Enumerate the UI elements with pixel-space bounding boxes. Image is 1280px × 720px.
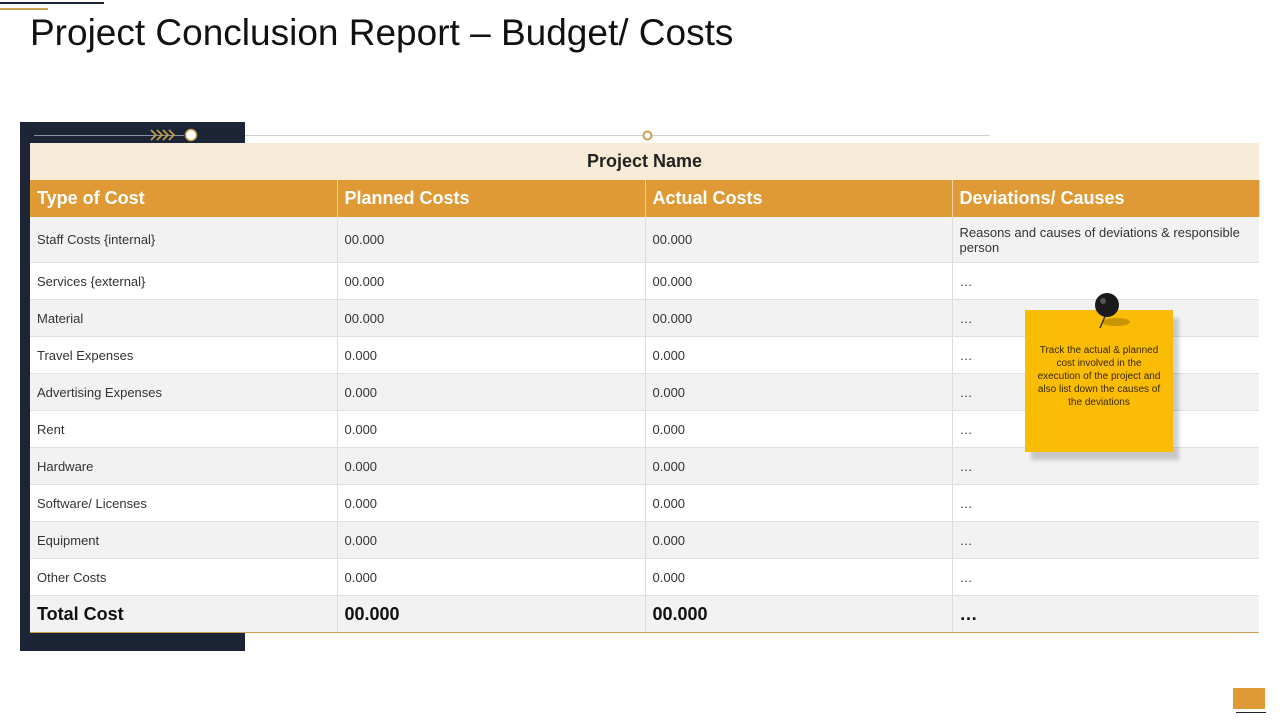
table-cell: 0.000 bbox=[645, 484, 953, 522]
table-cell: 0.000 bbox=[645, 447, 953, 485]
table-cell: 0.000 bbox=[645, 336, 953, 374]
table-cell: Rent bbox=[30, 410, 338, 448]
caption-cell: Project Name bbox=[30, 143, 1259, 180]
table-cell: 0.000 bbox=[337, 558, 646, 596]
table-cell: 0.000 bbox=[337, 373, 646, 411]
table-row: Software/ Licenses 0.000 0.000… bbox=[30, 484, 1259, 522]
table-cell: Travel Expenses bbox=[30, 336, 338, 374]
table-cell: Staff Costs {internal} bbox=[30, 217, 338, 263]
header-cell: Deviations/ Causes bbox=[952, 180, 1260, 217]
table-cell: Other Costs bbox=[30, 558, 338, 596]
table-cell: 00.000 bbox=[337, 217, 646, 263]
top-rule bbox=[0, 2, 104, 4]
table-cell: … bbox=[952, 558, 1259, 596]
panel-line bbox=[34, 135, 184, 136]
table-cell: 0.000 bbox=[645, 558, 953, 596]
table-cell: … bbox=[952, 521, 1259, 559]
corner-block bbox=[1233, 688, 1265, 709]
note-text: Track the actual & planned cost involved… bbox=[1037, 345, 1161, 408]
header-cell: Actual Costs bbox=[645, 180, 953, 217]
table-row: Other Costs 0.000 0.000… bbox=[30, 558, 1259, 596]
total-cell: 00.000 bbox=[645, 595, 953, 633]
table-row: Services {external} 00.000 00.000… bbox=[30, 262, 1259, 300]
deco-line bbox=[245, 135, 990, 136]
table-cell: 0.000 bbox=[645, 521, 953, 559]
table-cell: 00.000 bbox=[645, 299, 953, 337]
sticky-note: Track the actual & planned cost involved… bbox=[1025, 310, 1173, 452]
table-cell: Reasons and causes of deviations & respo… bbox=[952, 217, 1259, 263]
total-cell: … bbox=[952, 595, 1259, 633]
total-cell: 00.000 bbox=[337, 595, 646, 633]
table-cell: 00.000 bbox=[337, 262, 646, 300]
table-cell: 0.000 bbox=[337, 521, 646, 559]
table-cell: Material bbox=[30, 299, 338, 337]
chevrons bbox=[150, 128, 198, 142]
table-row: Equipment 0.000 0.000… bbox=[30, 521, 1259, 559]
table-cell: 00.000 bbox=[337, 299, 646, 337]
table-cell: Equipment bbox=[30, 521, 338, 559]
header-cell: Type of Cost bbox=[30, 180, 338, 217]
header-cell: Planned Costs bbox=[337, 180, 646, 217]
total-row: Total Cost 00.000 00.000… bbox=[30, 595, 1259, 633]
table-cell: 00.000 bbox=[645, 217, 953, 263]
total-cell: Total Cost bbox=[30, 595, 338, 633]
table-cell: … bbox=[952, 447, 1259, 485]
table-cell: 0.000 bbox=[337, 484, 646, 522]
table-cell: 00.000 bbox=[645, 262, 953, 300]
corner-rule bbox=[1236, 712, 1266, 713]
table-cell: 0.000 bbox=[645, 373, 953, 411]
table-cell: Software/ Licenses bbox=[30, 484, 338, 522]
table-cell: 0.000 bbox=[645, 410, 953, 448]
table-cell: Advertising Expenses bbox=[30, 373, 338, 411]
table-cell: … bbox=[952, 484, 1259, 522]
table-row: Staff Costs {internal} 00.000 00.000 Reason… bbox=[30, 217, 1259, 263]
caption-row: Project Name bbox=[30, 143, 1259, 180]
table-row: Hardware 0.000 0.000… bbox=[30, 447, 1259, 485]
table-cell: 0.000 bbox=[337, 336, 646, 374]
table-cell: Hardware bbox=[30, 447, 338, 485]
slide-title: Project Conclusion Report – Budget/ Cost… bbox=[30, 12, 734, 53]
pin bbox=[1095, 293, 1130, 329]
table-cell: 0.000 bbox=[337, 447, 646, 485]
header-row: Type of Cost Planned Costs Actual Costs Dev… bbox=[30, 180, 1260, 217]
top-rule-accent bbox=[0, 8, 48, 10]
table-row: Rent 0.000 0.000… bbox=[30, 410, 1259, 448]
table-row: Advertising Expenses 0.000 0.000… bbox=[30, 373, 1259, 411]
table-cell: 0.000 bbox=[337, 410, 646, 448]
deco-dot bbox=[642, 130, 653, 141]
table-cell: Services {external} bbox=[30, 262, 338, 300]
